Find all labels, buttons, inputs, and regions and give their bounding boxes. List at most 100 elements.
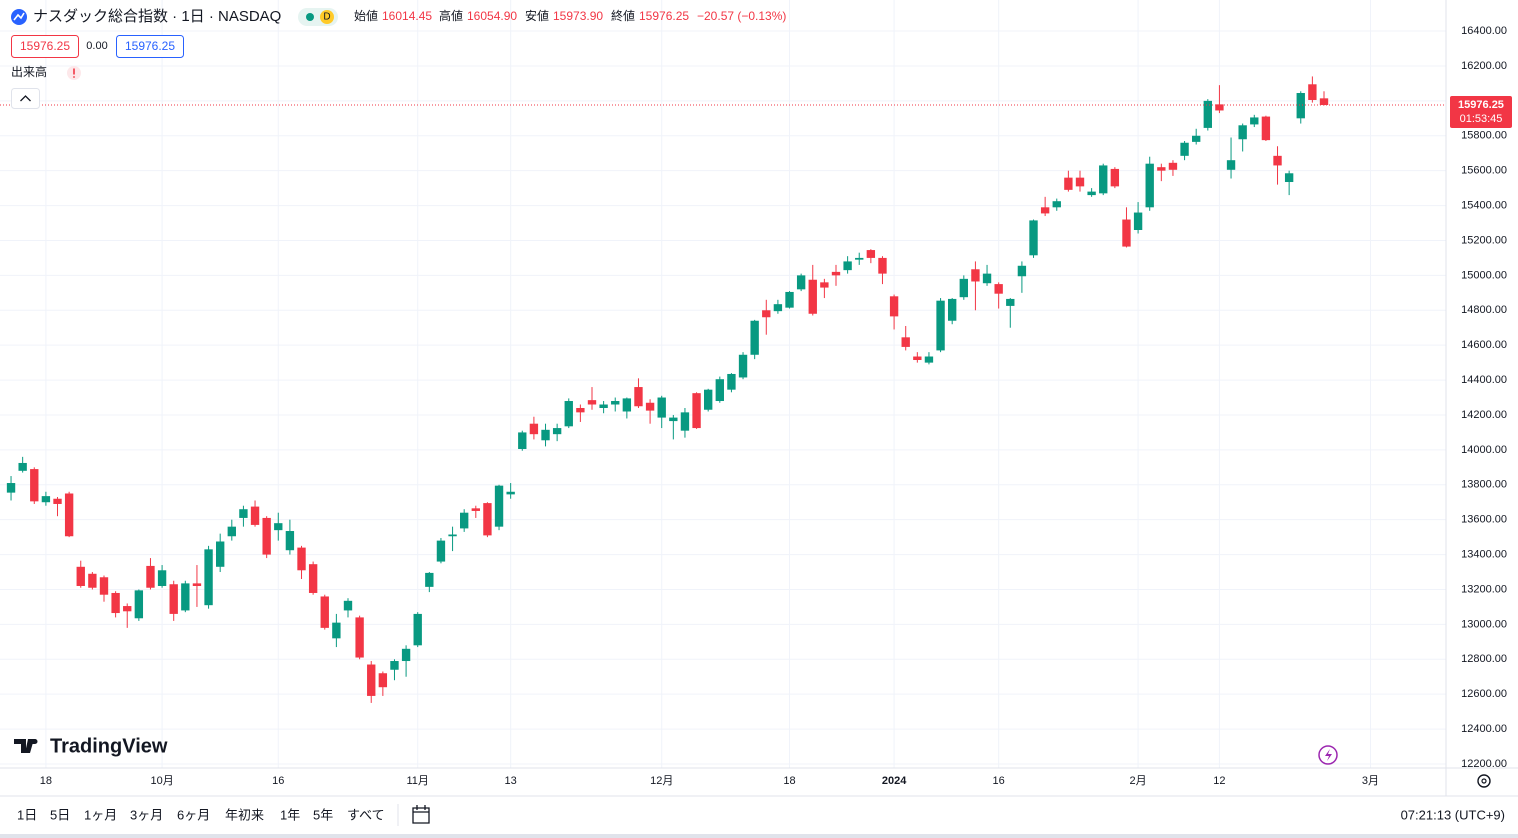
y-tick-label: 13000.00 <box>1461 618 1507 630</box>
range-button[interactable]: 1ヶ月 <box>84 807 117 822</box>
x-tick-label: 18 <box>40 775 52 787</box>
brand: TradingView <box>50 735 168 757</box>
y-tick-label: 13800.00 <box>1461 479 1507 491</box>
candle-body <box>715 379 724 402</box>
candle-body <box>99 577 109 595</box>
candle-body <box>750 320 759 355</box>
candle-body <box>494 485 504 527</box>
candle-body <box>169 584 178 614</box>
market-status <box>306 13 314 21</box>
ohlc-label: 終値 <box>611 8 635 23</box>
candle-body <box>53 498 62 504</box>
y-tick-label: 12400.00 <box>1461 723 1507 735</box>
candle-body <box>1064 177 1073 190</box>
candle-body <box>831 271 841 276</box>
ohlc-value: 16014.45 <box>382 9 432 23</box>
interval-badge: D <box>323 12 330 23</box>
y-tick-label: 15400.00 <box>1461 199 1507 211</box>
candle-body <box>1296 93 1305 119</box>
candle-body <box>727 373 736 390</box>
x-tick-label: 2月 <box>1130 775 1147 787</box>
candle-body <box>285 531 295 551</box>
candle-body <box>634 387 643 407</box>
candle-body <box>390 661 399 670</box>
y-tick-label: 14600.00 <box>1461 339 1507 351</box>
candle-body <box>645 402 655 411</box>
bid-box[interactable] <box>11 35 79 58</box>
candle-body <box>855 257 864 260</box>
candle-body <box>1040 207 1050 214</box>
y-tick-label: 13200.00 <box>1461 583 1507 595</box>
candle-body <box>878 257 887 274</box>
range-button[interactable]: すべて <box>347 807 385 822</box>
y-tick-label: 13400.00 <box>1461 548 1507 560</box>
candle-body <box>1215 104 1224 111</box>
range-button[interactable]: 1年 <box>280 807 300 822</box>
candle-body <box>889 296 899 317</box>
candle-body <box>611 401 620 405</box>
candle-body <box>332 622 341 639</box>
candle-body <box>785 291 794 308</box>
range-button[interactable]: 6ヶ月 <box>177 807 210 822</box>
ask-box[interactable] <box>116 35 184 58</box>
candle-body <box>657 397 666 418</box>
lightning-button[interactable] <box>1318 745 1338 765</box>
candle-body <box>518 432 527 450</box>
candle-body <box>622 398 632 412</box>
candle-body <box>866 250 876 258</box>
candle-body <box>227 526 236 537</box>
bid: 15976.25 <box>20 39 70 53</box>
candle-body <box>1122 219 1131 247</box>
spread: 0.00 <box>86 40 107 52</box>
candle-body <box>994 284 1003 294</box>
x-tick-label: 12 <box>1213 775 1225 787</box>
y-tick-label: 13600.00 <box>1461 514 1507 526</box>
candle-body <box>297 547 306 571</box>
candle-body <box>378 673 388 688</box>
candle-body <box>343 600 353 611</box>
ohlc-label: 始値 <box>354 8 378 23</box>
y-tick-label: 14000.00 <box>1461 444 1507 456</box>
candle-body <box>738 354 748 378</box>
x-axis: 18 10月 16 11月 13 12月 18 2024 16 2月 12 3月 <box>40 775 1379 787</box>
range-button[interactable]: 1日 <box>17 807 37 822</box>
range-button[interactable]: 年初来 <box>225 807 264 822</box>
settings-glyph <box>1481 778 1487 784</box>
ohlc-label: 安値 <box>525 8 549 23</box>
lightning-glyph <box>1325 749 1332 761</box>
x-tick-label: 13 <box>505 775 517 787</box>
goto-date-button[interactable] <box>412 805 430 824</box>
candle-body <box>401 648 411 662</box>
candle-body <box>367 664 376 696</box>
y-tick-label: 12600.00 <box>1461 688 1507 700</box>
candle-body <box>308 564 318 593</box>
x-tick-label: 2024 <box>882 775 907 787</box>
toolbar: 1日 5日 1ヶ月 3ヶ月 6ヶ月 年初来 1年 5年 すべて <box>17 807 385 822</box>
candle-body <box>425 572 434 587</box>
candle-body <box>576 407 585 413</box>
ohlc-label: 高値 <box>439 8 463 23</box>
candle-body <box>971 269 980 282</box>
last-price: 15976.25 01:53:45 <box>0 96 1512 129</box>
range-button[interactable]: 5日 <box>50 807 70 822</box>
symbol-title[interactable]: ナスダック総合指数 · 1日 · NASDAQ <box>33 8 281 25</box>
range-button[interactable]: 3ヶ月 <box>130 807 163 822</box>
candle-body <box>1052 201 1061 208</box>
candle-body <box>1226 160 1236 170</box>
settings-button[interactable] <box>1477 774 1491 788</box>
candle-body <box>587 400 597 405</box>
range-button[interactable]: 5年 <box>313 807 333 822</box>
candle-body <box>506 491 515 495</box>
x-tick-label: 18 <box>783 775 795 787</box>
candle-body <box>1087 191 1096 196</box>
candle-body <box>982 273 992 284</box>
candle-body <box>1273 155 1282 166</box>
collapse-button[interactable] <box>11 88 40 109</box>
last-price-label: 15976.25 <box>1458 99 1504 111</box>
candle-body <box>192 583 202 586</box>
candle-body <box>1006 298 1015 306</box>
clock: 07:21:13 (UTC+9) <box>1401 807 1505 822</box>
candle-body <box>76 566 85 586</box>
candle-body <box>1180 142 1189 156</box>
countdown: 01:53:45 <box>1460 113 1503 125</box>
